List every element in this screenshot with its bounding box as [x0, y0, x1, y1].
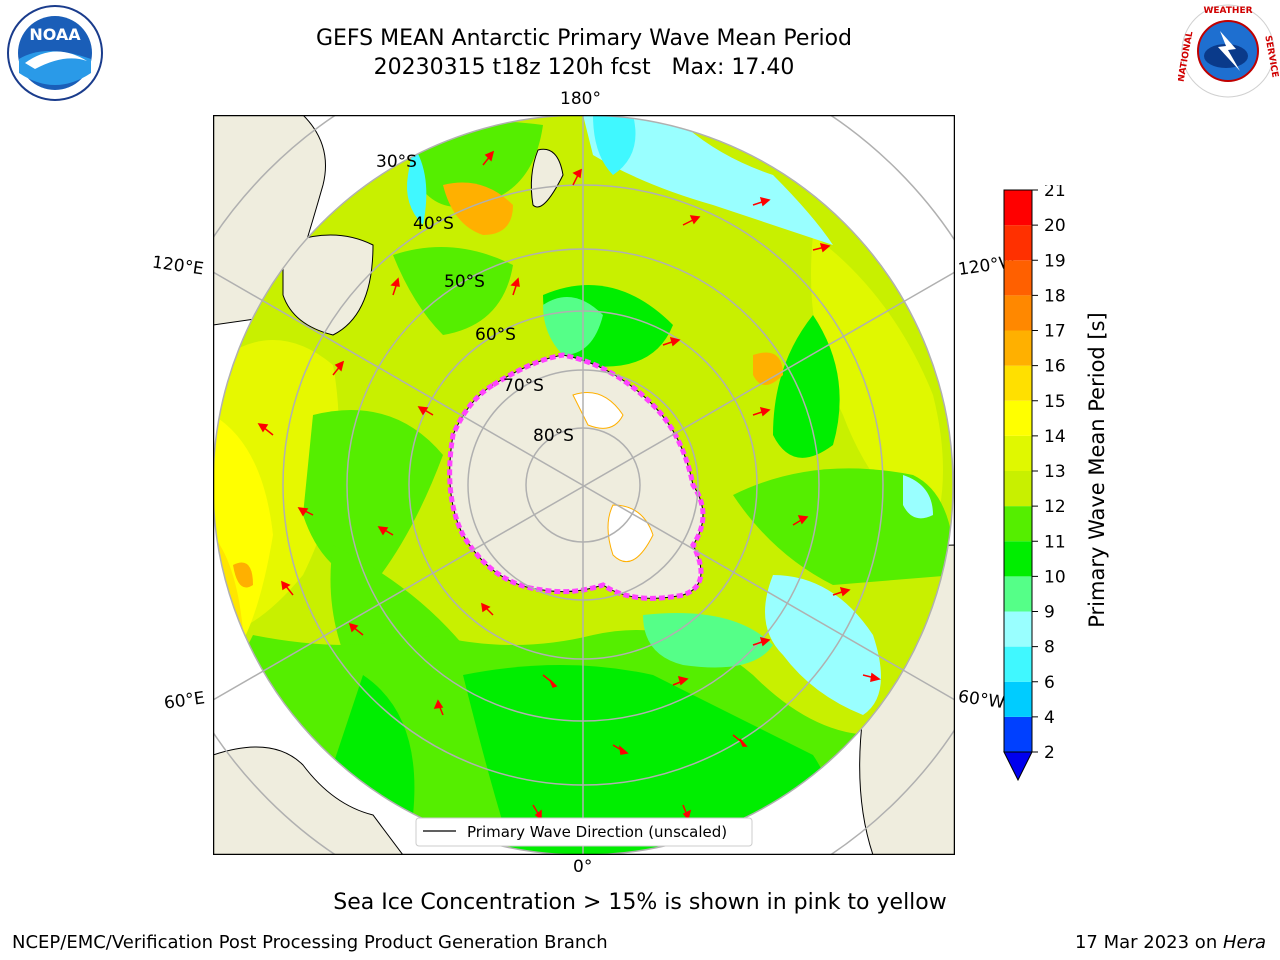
sea-ice-note: Sea Ice Concentration > 15% is shown in … [333, 890, 947, 915]
svg-text:NOAA: NOAA [29, 25, 81, 44]
colorbar-tick-label: 2 [1044, 743, 1055, 763]
nws-logo-icon: WEATHER NATIONAL SERVICE [1178, 4, 1280, 98]
colorbar-tick-label: 6 [1044, 673, 1055, 693]
colorbar-extend [1003, 751, 1033, 782]
colorbar: 2 4 6 8 9 10 11 12 13 14 15 16 17 18 19 20 21 [1003, 185, 1066, 782]
lat-label: 30°S [376, 152, 417, 172]
colorbar-label: Primary Wave Mean Period [s] [1085, 312, 1109, 628]
colorbar-segment [1004, 400, 1032, 436]
colorbar-segment [1004, 646, 1032, 682]
colorbar-segment [1004, 365, 1032, 401]
lat-label: 50°S [444, 272, 485, 292]
colorbar-segment [1004, 611, 1032, 647]
colorbar-segment [1004, 716, 1032, 752]
colorbar-tick-label: 19 [1044, 251, 1066, 271]
colorbar-tick-label: 11 [1044, 532, 1066, 552]
colorbar-segment [1004, 471, 1032, 507]
colorbar-tick-label: 13 [1044, 462, 1066, 482]
noaa-logo-icon: NOAA [7, 5, 103, 101]
colorbar-tick-label: 18 [1044, 286, 1066, 306]
map-title: GEFS MEAN Antarctic Primary Wave Mean Pe… [315, 26, 853, 51]
polar-map: Primary Wave Direction (unscaled) 30°S 4… [213, 115, 955, 855]
lat-label: 40°S [413, 214, 454, 234]
colorbar-tick-label: 16 [1044, 357, 1066, 377]
wave-arrows [257, 150, 881, 821]
footer-date: 17 Mar 2023 on Hera [1074, 932, 1266, 953]
colorbar-tick-label: 15 [1044, 392, 1066, 412]
lon-label: 180° [560, 89, 601, 109]
colorbar-tick-label: 17 [1044, 322, 1066, 342]
lat-label: 70°S [503, 376, 544, 396]
lat-label: 80°S [533, 426, 574, 446]
map-legend: Primary Wave Direction (unscaled) [415, 817, 753, 847]
colorbar-tick-label: 10 [1044, 567, 1066, 587]
colorbar-segment [1004, 295, 1032, 331]
footer-credit: NCEP/EMC/Verification Post Processing Pr… [12, 932, 608, 953]
colorbar-segment [1004, 190, 1032, 226]
lon-label: 0° [573, 857, 593, 877]
colorbar-segment [1004, 225, 1032, 261]
colorbar-segment [1004, 260, 1032, 296]
colorbar-tick-label: 9 [1044, 603, 1055, 623]
colorbar-segment [1004, 330, 1032, 366]
colorbar-tick-label: 4 [1044, 708, 1055, 728]
svg-text:WEATHER: WEATHER [1203, 6, 1252, 16]
colorbar-tick-label: 12 [1044, 497, 1066, 517]
colorbar-segment [1004, 576, 1032, 612]
colorbar-segment [1004, 541, 1032, 577]
colorbar-segment [1004, 506, 1032, 542]
colorbar-tick-label: 14 [1044, 427, 1066, 447]
colorbar-segment [1004, 435, 1032, 471]
lon-label: 120°E [150, 252, 205, 280]
map-subtitle: 20230315 t18z 120h fcst Max: 17.40 [373, 55, 795, 80]
colorbar-tick-label: 21 [1044, 185, 1066, 201]
colorbar-tick-label: 20 [1044, 216, 1066, 236]
lon-label: 60°E [162, 688, 207, 714]
colorbar-segment [1004, 681, 1032, 717]
colorbar-tick-label: 8 [1044, 638, 1055, 658]
legend-label: Primary Wave Direction (unscaled) [467, 823, 727, 841]
lat-label: 60°S [475, 325, 516, 345]
